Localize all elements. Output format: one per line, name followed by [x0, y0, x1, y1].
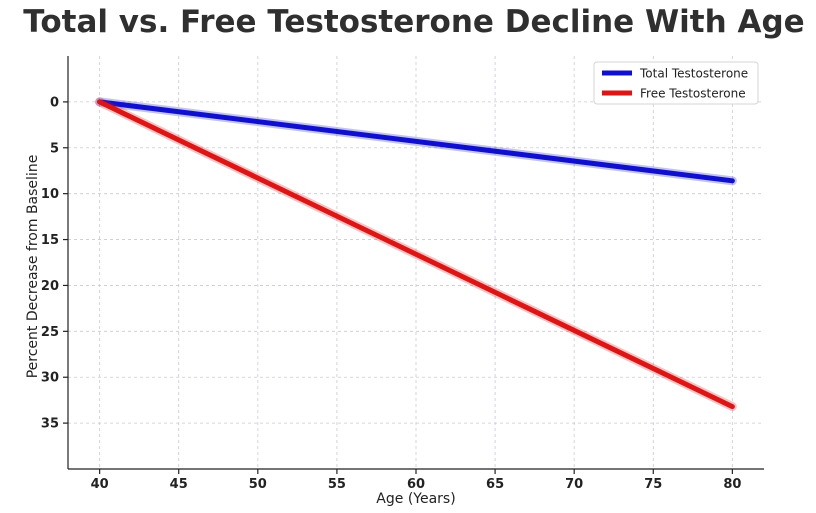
y-tick-label: 25	[41, 325, 59, 340]
x-tick-label: 60	[407, 477, 425, 492]
x-axis-label: Age (Years)	[376, 491, 455, 507]
legend-label-1: Free Testosterone	[640, 87, 746, 101]
series-lines	[95, 97, 737, 412]
y-tick-label: 15	[41, 233, 59, 248]
y-tick-label: 30	[41, 371, 59, 386]
y-tick-label: 5	[50, 141, 59, 156]
grid	[68, 56, 764, 469]
legend-box	[593, 61, 759, 105]
legend: Total Testosterone Free Testosterone	[593, 61, 759, 105]
y-axis-label: Percent Decrease from Baseline	[25, 155, 41, 379]
x-tick-label: 65	[486, 477, 504, 492]
y-tick-label: 0	[50, 95, 59, 110]
legend-label-0: Total Testosterone	[639, 67, 748, 81]
x-tick-label: 55	[328, 477, 346, 492]
x-tick-label: 75	[644, 477, 662, 492]
series-line-0	[97, 99, 735, 184]
chart-title: Total vs. Free Testosterone Decline With…	[23, 4, 804, 40]
x-tick-label: 40	[91, 477, 109, 492]
x-tick-label: 80	[723, 477, 741, 492]
axes: 40 45 50 55 60 65 70 75 80 0 5 10 15 20 25 30 35	[41, 56, 764, 492]
x-tick-label: 50	[249, 477, 267, 492]
y-tick-label: 35	[41, 417, 59, 432]
x-tick-label: 45	[170, 477, 188, 492]
y-tick-label: 20	[41, 279, 59, 294]
y-tick-label: 10	[41, 187, 59, 202]
x-tick-label: 70	[565, 477, 583, 492]
series-line-1	[97, 99, 735, 410]
